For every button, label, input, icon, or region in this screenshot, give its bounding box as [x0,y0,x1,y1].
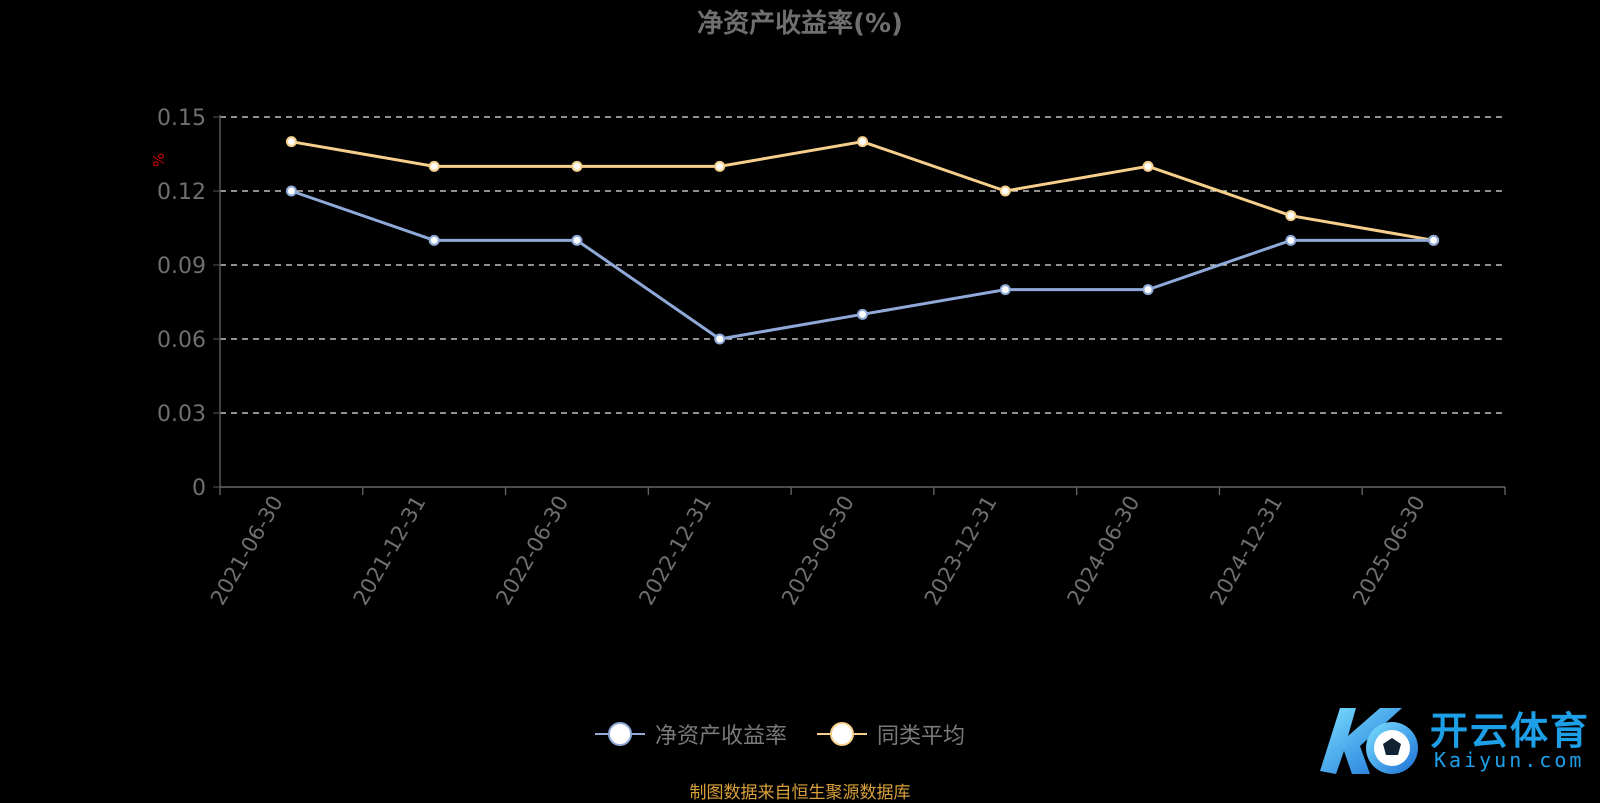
data-point [1142,160,1154,172]
data-point [285,136,297,148]
y-tick-label: 0.12 [157,180,206,205]
x-tick-label: 2021-06-30 [206,492,288,610]
y-axis-unit-label: % [150,153,168,167]
legend-swatch-icon [594,722,645,746]
data-source-note: 制图数据来自恒生聚源数据库 [689,783,911,803]
y-tick-label: 0.03 [157,402,206,427]
data-point [428,160,440,172]
data-point [1428,234,1440,246]
soccer-ball-icon [1320,708,1418,774]
x-tick-label: 2022-12-31 [634,492,716,610]
data-point [285,185,297,197]
data-point [1285,234,1297,246]
data-point [428,234,440,246]
y-tick-label: 0.09 [157,254,206,279]
legend-label: 净资产收益率 [654,724,787,749]
data-point [571,160,583,172]
legend-swatch-icon [817,722,867,746]
data-point [857,308,868,320]
chart-title: 净资产收益率(%) [697,8,903,39]
x-tick-label: 2023-12-31 [920,492,1002,610]
x-tick-label: 2025-06-30 [1348,492,1430,610]
data-point [714,160,726,172]
x-tick-label: 2023-06-30 [777,492,859,610]
logo-text-cn: 开云体育 [1430,709,1591,753]
data-point [571,234,583,246]
data-point [1285,210,1297,222]
legend-item-series-1[interactable]: 同类平均 [817,718,965,750]
legend-label: 同类平均 [877,724,966,749]
data-point [857,136,868,148]
y-tick-label: 0.15 [157,106,206,131]
legend-item-series-0[interactable]: 净资产收益率 [594,718,787,750]
data-point [999,185,1011,197]
x-tick-label: 2024-06-30 [1063,492,1145,610]
data-point [1142,284,1154,296]
data-point [999,284,1011,296]
y-tick-label: 0 [192,476,206,501]
legend: 净资产收益率 同类平均 [0,718,1580,750]
x-tick-label: 2024-12-31 [1205,492,1287,610]
x-tick-label: 2022-06-30 [491,492,573,610]
y-tick-label: 0.06 [157,328,206,353]
brand-logo: 开云体育 Kaiyun.com [1310,696,1590,786]
x-tick-label: 2021-12-31 [349,492,431,610]
line-chart: 净资产收益率(%)% 0 0.03 0.06 0.09 0.12 0.15 2021-06-3… [150,8,1506,610]
logo-text-en: Kaiyun.com [1434,748,1585,772]
data-point [714,333,726,345]
